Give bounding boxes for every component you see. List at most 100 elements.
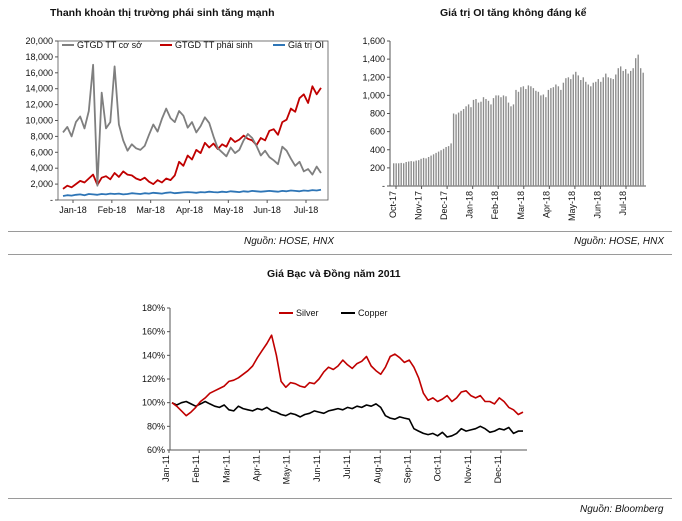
oi-y-tick-label: 1,200: [362, 72, 385, 82]
oi-bar: [637, 54, 639, 186]
divider-top: [8, 231, 672, 232]
silver-copper-x-tick-label: Jan-11: [161, 455, 171, 482]
oi-y-tick-label: 200: [370, 163, 385, 173]
oi-bar: [595, 81, 597, 186]
oi-y-tick-label: 1,600: [362, 36, 385, 46]
oi-x-tick-label: Nov-17: [414, 191, 424, 220]
oi-bar: [605, 73, 607, 186]
silver-copper-y-tick-label: 100%: [142, 398, 165, 408]
oi-bar: [413, 161, 415, 186]
liquidity-y-tick-label: 2,000: [30, 179, 53, 189]
oi-bar: [490, 104, 492, 186]
liquidity-y-tick-label: 16,000: [25, 68, 53, 78]
oi-bar: [435, 152, 437, 186]
oi-x-tick-label: Dec-17: [439, 191, 449, 220]
silver-copper-x-tick-label: Nov-11: [463, 455, 473, 483]
oi-bar: [500, 97, 502, 186]
liquidity-x-tick-label: Jan-18: [59, 205, 87, 215]
oi-y-tick-label: 400: [370, 145, 385, 155]
oi-bar: [582, 77, 584, 187]
oi-bar: [597, 79, 599, 186]
liquidity-legend-label: GTGD TT phái sinh: [175, 40, 253, 50]
oi-bar: [442, 148, 445, 186]
oi-bar: [445, 147, 447, 186]
oi-bar: [482, 97, 485, 186]
oi-bar: [477, 102, 480, 186]
liquidity-x-tick-label: Apr-18: [176, 205, 203, 215]
oi-y-tick-label: -: [382, 181, 385, 191]
oi-bar: [395, 163, 397, 186]
silver-copper-x-tick-label: Aug-11: [372, 455, 382, 483]
oi-x-tick-label: Apr-18: [541, 191, 551, 218]
silver-copper-x-tick-label: Jul-11: [342, 455, 352, 479]
oi-bar: [415, 160, 417, 186]
oi-x-tick-label: May-18: [567, 191, 577, 221]
oi-bar: [520, 87, 522, 186]
oi-y-tick-label: 800: [370, 109, 385, 119]
oi-bar: [425, 158, 427, 186]
oi-bar: [512, 104, 515, 186]
divider-middle: [8, 254, 672, 255]
oi-bar: [440, 150, 442, 186]
oi-bar: [393, 163, 395, 186]
liquidity-x-tick-label: Mar-18: [136, 205, 165, 215]
liquidity-series-line: [62, 188, 322, 197]
oi-bar: [575, 71, 577, 186]
silver-copper-x-tick-label: Mar-11: [221, 455, 231, 483]
oi-bar: [565, 78, 567, 186]
oi-bar: [580, 80, 582, 186]
oi-bar: [567, 77, 570, 187]
oi-chart-title: Giá trị OI tăng không đáng kể: [440, 7, 587, 19]
oi-bar: [422, 157, 425, 186]
oi-y-tick-label: 1,000: [362, 90, 385, 100]
oi-bar: [557, 86, 560, 186]
oi-bar: [420, 158, 422, 186]
liquidity-legend-label: Giá trị OI: [288, 40, 324, 50]
liquidity-y-tick-label: 12,000: [25, 100, 53, 110]
oi-bar: [532, 88, 535, 186]
oi-bar: [408, 161, 410, 186]
liquidity-y-tick-label: 6,000: [30, 147, 53, 157]
silver-copper-y-tick-label: 60%: [147, 445, 165, 455]
source-bottom: Nguồn: Bloomberg: [580, 504, 664, 515]
oi-bar: [572, 74, 574, 186]
silver-copper-y-tick-label: 160%: [142, 327, 165, 337]
silver-copper-x-tick-label: Sep-11: [402, 455, 412, 483]
liquidity-series-line: [62, 63, 322, 187]
silver-copper-series-line: [171, 334, 524, 417]
oi-bar: [507, 102, 510, 186]
silver-copper-y-tick-label: 180%: [142, 303, 165, 313]
oi-bar: [427, 157, 430, 186]
oi-bar: [607, 77, 609, 187]
liquidity-series-line: [62, 85, 322, 190]
oi-bar: [617, 68, 619, 186]
oi-bar: [505, 96, 507, 186]
oi-bar: [537, 91, 540, 187]
oi-bar: [517, 91, 520, 187]
oi-bar: [480, 101, 482, 186]
liquidity-y-tick-label: 10,000: [25, 116, 53, 126]
silver-copper-x-tick-label: Oct-11: [433, 455, 443, 481]
liquidity-y-tick-label: 20,000: [25, 36, 53, 46]
oi-bar: [487, 100, 490, 186]
oi-bar: [460, 110, 462, 186]
oi-bar: [475, 99, 477, 186]
oi-bar: [610, 78, 612, 186]
silver-copper-y-tick-label: 120%: [142, 374, 165, 384]
source-right: Nguồn: HOSE, HNX: [574, 236, 665, 247]
oi-bar: [495, 95, 497, 186]
oi-bar: [577, 75, 579, 186]
oi-bars: [393, 54, 644, 187]
oi-bar: [400, 162, 402, 186]
silver-copper-x-tick-label: Jun-11: [312, 455, 322, 482]
oi-bar: [510, 106, 512, 187]
oi-x-tick-label: Feb-18: [490, 191, 500, 220]
oi-bar: [625, 69, 627, 186]
oi-bar: [627, 73, 629, 186]
oi-bar: [472, 99, 475, 186]
oi-bar: [560, 89, 562, 186]
oi-x-tick-label: Jun-18: [592, 191, 602, 219]
oi-bar: [465, 106, 467, 187]
silver-copper-series-line: [171, 400, 523, 438]
oi-bar: [522, 86, 525, 186]
